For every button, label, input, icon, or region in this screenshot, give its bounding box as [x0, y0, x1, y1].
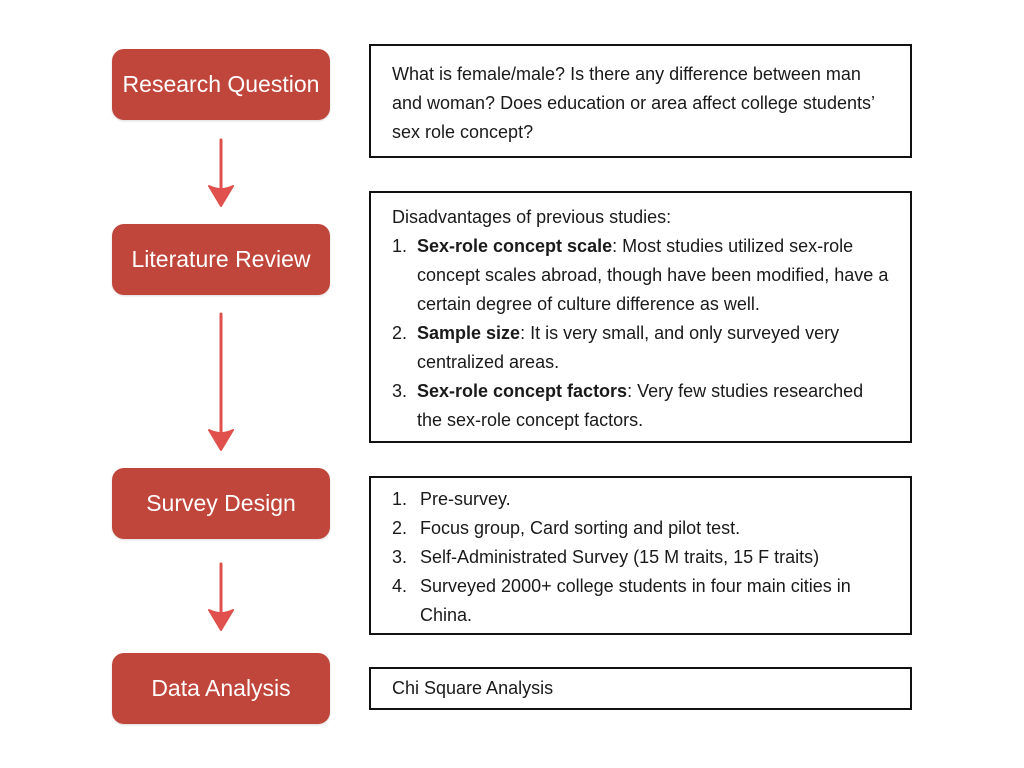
list-item-term: Sample size: [417, 323, 521, 343]
research-question-text: What is female/male? Is there any differ…: [392, 64, 875, 142]
data-analysis-box: Chi Square Analysis: [369, 667, 912, 710]
list-item: 1. Sex-role concept scale: Most studies …: [392, 232, 892, 319]
list-item-text: : Most studies utilized sex-role concept…: [417, 236, 889, 314]
list-number: 2.: [392, 518, 408, 538]
step-literature-review: Literature Review: [112, 224, 330, 295]
literature-review-intro: Disadvantages of previous studies:: [392, 207, 672, 227]
research-question-box: What is female/male? Is there any differ…: [369, 44, 912, 158]
list-item: 1. Pre-survey.: [392, 485, 892, 514]
list-item-text: : Very few studies researched the sex-ro…: [417, 381, 864, 430]
list-item: 3. Sex-role concept factors: Very few st…: [392, 377, 892, 435]
list-item-text: Surveyed 2000+ college students in four …: [420, 576, 851, 625]
survey-design-box: 1. Pre-survey. 2. Focus group, Card sort…: [369, 476, 912, 635]
step-survey-design: Survey Design: [112, 468, 330, 539]
step-research-question: Research Question: [112, 49, 330, 120]
list-number: 3.: [392, 547, 408, 567]
literature-review-list: 1. Sex-role concept scale: Most studies …: [392, 232, 892, 435]
literature-review-box: Disadvantages of previous studies: 1. Se…: [369, 191, 912, 443]
arrow-down-icon: [208, 562, 234, 631]
list-item: 4. Surveyed 2000+ college students in fo…: [392, 572, 892, 630]
arrow-down-icon: [208, 312, 234, 451]
list-item-term: Sex-role concept factors: [417, 381, 628, 401]
list-number: 2.: [392, 323, 408, 343]
list-item-term: Sex-role concept scale: [417, 236, 613, 256]
list-item: 2. Focus group, Card sorting and pilot t…: [392, 514, 892, 543]
list-number: 1.: [392, 236, 408, 256]
arrow-down-icon: [208, 138, 234, 207]
list-item-text: Pre-survey.: [420, 489, 511, 509]
list-item-text: : It is very small, and only surveyed ve…: [417, 323, 840, 372]
list-number: 3.: [392, 381, 408, 401]
list-item: 3. Self-Administrated Survey (15 M trait…: [392, 543, 892, 572]
data-analysis-text: Chi Square Analysis: [392, 678, 554, 698]
list-item-text: Focus group, Card sorting and pilot test…: [420, 518, 741, 538]
survey-design-list: 1. Pre-survey. 2. Focus group, Card sort…: [392, 485, 892, 630]
list-item-text: Self-Administrated Survey (15 M traits, …: [420, 547, 820, 567]
list-number: 1.: [392, 489, 408, 509]
list-number: 4.: [392, 576, 408, 596]
step-data-analysis: Data Analysis: [112, 653, 330, 724]
list-item: 2. Sample size: It is very small, and on…: [392, 319, 892, 377]
